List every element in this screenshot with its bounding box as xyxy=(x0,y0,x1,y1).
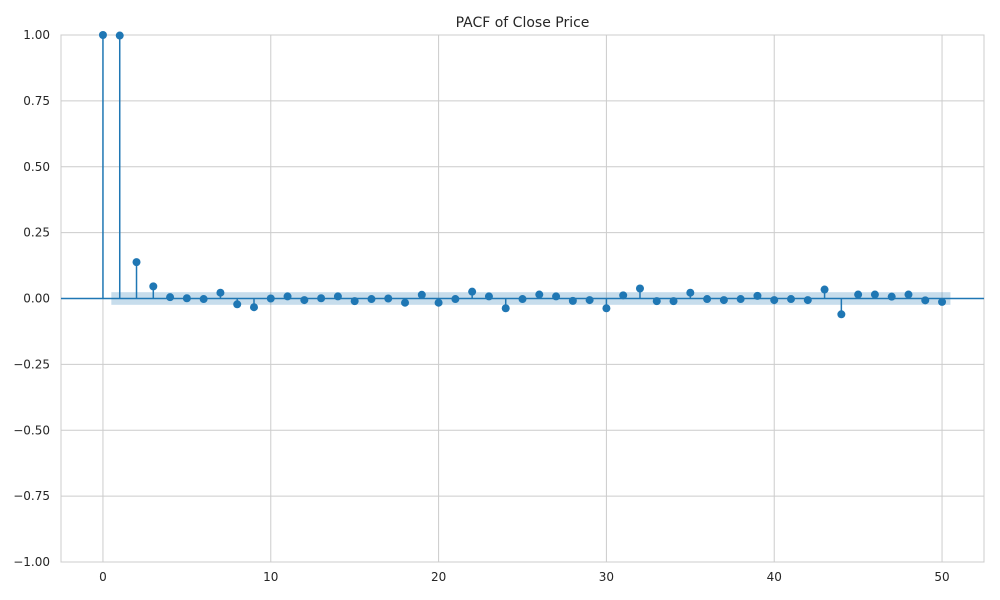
data-point xyxy=(803,296,812,305)
data-point xyxy=(266,294,275,303)
data-point xyxy=(854,290,863,299)
data-point xyxy=(619,291,628,300)
x-tick-label: 40 xyxy=(767,570,782,584)
y-tick-label: 0.75 xyxy=(23,94,50,108)
data-point xyxy=(283,292,292,301)
data-point xyxy=(753,291,762,300)
x-tick-labels: 0 10 20 30 40 50 xyxy=(99,570,950,584)
data-point xyxy=(434,298,443,307)
x-tick-label: 50 xyxy=(934,570,949,584)
data-point xyxy=(535,290,544,299)
data-point xyxy=(417,290,426,299)
data-point xyxy=(770,296,779,305)
x-tick-label: 10 xyxy=(263,570,278,584)
data-point xyxy=(98,31,107,39)
data-point xyxy=(703,295,712,304)
data-point xyxy=(820,285,829,294)
data-point xyxy=(870,290,879,299)
data-point xyxy=(384,294,393,303)
data-point xyxy=(602,304,611,313)
x-tick-label: 30 xyxy=(599,570,614,584)
data-point xyxy=(468,287,477,296)
chart-title: PACF of Close Price xyxy=(456,15,590,31)
data-point xyxy=(787,295,796,304)
data-point xyxy=(585,296,594,305)
data-point xyxy=(501,304,510,313)
data-point xyxy=(166,293,175,302)
data-point xyxy=(367,295,376,304)
stems xyxy=(102,35,943,315)
x-tick-label: 0 xyxy=(99,570,107,584)
data-point xyxy=(484,292,493,301)
data-point xyxy=(350,297,359,306)
data-point xyxy=(635,284,644,293)
data-point xyxy=(568,296,577,305)
y-gridlines xyxy=(61,34,984,563)
x-tick-label: 20 xyxy=(431,570,446,584)
y-tick-label: 0.25 xyxy=(23,226,50,240)
data-point xyxy=(233,300,242,309)
y-tick-label: −0.75 xyxy=(13,489,50,503)
data-point xyxy=(686,288,695,297)
data-point xyxy=(216,288,225,297)
data-point xyxy=(921,296,930,305)
data-point xyxy=(132,258,141,267)
data-point xyxy=(552,292,561,301)
data-point xyxy=(518,295,527,304)
y-tick-labels: −1.00 −0.75 −0.50 −0.25 0.00 0.25 0.50 0.75 1.00 xyxy=(13,28,50,569)
y-tick-label: 1.00 xyxy=(23,28,50,42)
y-tick-label: −0.25 xyxy=(13,357,50,371)
data-point xyxy=(669,297,678,306)
data-point xyxy=(149,282,158,291)
markers xyxy=(98,31,947,319)
x-gridlines xyxy=(102,35,943,562)
y-tick-label: −0.50 xyxy=(13,423,50,437)
data-point xyxy=(938,297,947,306)
y-tick-label: 0.50 xyxy=(23,160,50,174)
data-point xyxy=(182,294,191,303)
data-point xyxy=(317,294,326,303)
data-point xyxy=(736,295,745,304)
y-tick-label: −1.00 xyxy=(13,555,50,569)
data-point xyxy=(401,298,410,307)
data-point xyxy=(719,296,728,305)
data-point xyxy=(837,310,846,319)
data-point xyxy=(300,296,309,305)
data-point xyxy=(904,290,913,299)
data-point xyxy=(652,297,661,306)
data-point xyxy=(333,292,342,301)
data-point xyxy=(249,303,258,312)
data-point xyxy=(199,295,208,304)
data-point xyxy=(887,292,896,301)
y-tick-label: 0.00 xyxy=(23,292,50,306)
data-point xyxy=(115,31,124,40)
data-point xyxy=(451,295,460,304)
